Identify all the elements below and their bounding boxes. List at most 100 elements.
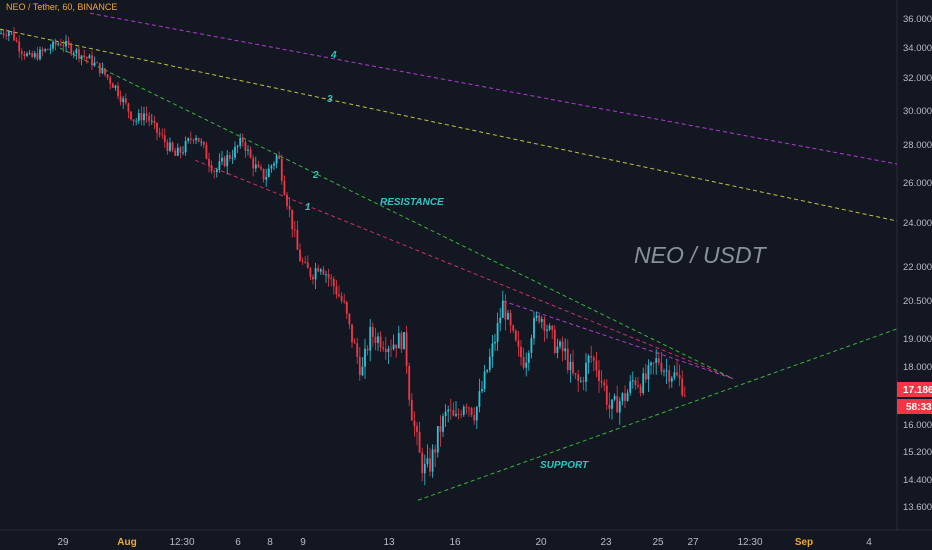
candle: [538, 314, 541, 324]
candle: [431, 444, 434, 478]
candle: [33, 50, 36, 60]
candle: [629, 375, 632, 396]
candle-body: [145, 113, 148, 116]
candle: [7, 29, 10, 42]
candle: [28, 49, 31, 56]
candle: [345, 300, 348, 320]
candle: [338, 285, 340, 298]
candle: [75, 47, 78, 60]
candle: [171, 141, 174, 153]
candle-body: [80, 55, 83, 59]
candle: [184, 136, 187, 156]
candle: [579, 376, 582, 383]
candle: [460, 409, 463, 419]
candle: [293, 220, 296, 238]
candle: [67, 36, 70, 49]
candle-body: [481, 389, 483, 392]
candle-body: [624, 393, 626, 401]
candle-body: [561, 341, 564, 352]
candle: [405, 325, 408, 374]
candle: [169, 137, 171, 153]
trendline-1[interactable]: [194, 159, 734, 380]
candle: [137, 109, 140, 125]
candle: [566, 339, 569, 374]
candle: [452, 402, 455, 417]
candle-body: [187, 138, 190, 142]
candle: [226, 150, 229, 175]
candle-body: [655, 358, 658, 363]
trendline-3[interactable]: [0, 28, 898, 222]
candle: [304, 256, 307, 264]
candle-body: [260, 167, 262, 169]
candle: [52, 39, 54, 52]
candle: [397, 325, 400, 349]
candle: [247, 145, 249, 156]
candle: [241, 133, 244, 147]
candle: [273, 161, 275, 171]
candle: [442, 413, 444, 437]
candle: [616, 385, 619, 413]
trendlines-layer: [0, 12, 898, 501]
trendline-upper[interactable]: [502, 300, 734, 380]
candle-body: [254, 164, 257, 169]
candle: [491, 334, 494, 368]
candle-body: [574, 373, 577, 375]
candle-body: [309, 268, 312, 277]
last-price-value: 17.186: [903, 385, 932, 396]
candle: [637, 376, 639, 389]
trendline-support[interactable]: [417, 328, 898, 501]
candle-body: [70, 44, 73, 54]
candle-body: [0, 33, 2, 35]
candle-body: [257, 164, 260, 168]
candle-body: [478, 391, 481, 407]
candle-body: [663, 371, 665, 373]
candle: [111, 82, 114, 88]
candle: [364, 338, 366, 379]
candle-body: [7, 31, 10, 36]
candle-body: [270, 165, 273, 169]
trendline-4[interactable]: [89, 12, 898, 165]
candle-body: [652, 362, 655, 364]
candle: [223, 155, 226, 168]
candle: [371, 322, 374, 347]
price-axis[interactable]: [897, 0, 932, 550]
trendline-2[interactable]: [59, 47, 734, 380]
candle: [114, 84, 117, 91]
candle: [382, 340, 385, 352]
candle-body: [52, 41, 54, 49]
candle: [65, 34, 67, 53]
candle-body: [514, 330, 517, 341]
candle-body: [111, 83, 114, 88]
candle: [205, 141, 208, 160]
candle: [15, 37, 18, 43]
candle: [109, 75, 112, 90]
candle: [358, 347, 361, 381]
candle-body: [33, 53, 36, 57]
candle: [624, 385, 626, 409]
candle-body: [377, 336, 379, 343]
candle-body: [163, 135, 166, 143]
candle-body: [613, 395, 616, 400]
candle: [603, 378, 606, 392]
candle-body: [192, 139, 195, 141]
candle-body: [455, 413, 457, 416]
candle: [83, 49, 86, 61]
candle-body: [265, 177, 268, 180]
candle-body: [418, 431, 421, 453]
candle-body: [31, 52, 34, 57]
time-tick-label: 8: [267, 537, 273, 548]
candle-body: [598, 370, 600, 381]
candle: [130, 111, 132, 121]
candle: [374, 327, 377, 351]
candle: [592, 355, 595, 372]
candle: [626, 389, 629, 402]
candle: [600, 370, 603, 388]
candle-body: [148, 115, 151, 121]
candle-body: [283, 180, 286, 195]
trendline-label-1: 1: [305, 202, 311, 213]
candle-body: [171, 142, 174, 151]
candle: [556, 338, 559, 359]
candle-body: [158, 132, 161, 135]
candle-body: [174, 150, 177, 156]
